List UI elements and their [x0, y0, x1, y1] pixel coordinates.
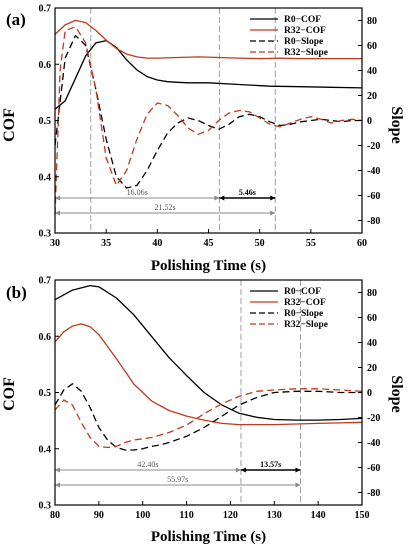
x-tick-label: 140 — [311, 510, 326, 521]
x-tick-label: 100 — [135, 510, 150, 521]
legend-label: R0−Slope — [284, 309, 323, 319]
arrow-head-right — [270, 210, 276, 216]
chart-panel-2: 42.40s 13.57s 55.97s 80 90 100 110 120 130 140 150… — [1, 276, 405, 546]
panel-label: (b) — [6, 283, 27, 302]
y-right-tick-label: 0 — [367, 388, 372, 399]
legend-label: R32−Slope — [284, 320, 328, 330]
x-axis-label: Polishing Time (s) — [151, 529, 266, 545]
series-line — [54, 383, 362, 451]
interval-label: 21.52s — [155, 203, 176, 212]
chart-panel-1: 16.06s 5.46s 21.52s 30 35 40 45 50 55 60 0.3 0.4 0.5… — [1, 4, 405, 275]
y-tick-label: 0.5 — [39, 116, 52, 127]
x-tick-label: 120 — [223, 510, 238, 521]
interval-label: 13.57s — [260, 460, 281, 469]
x-tick-label: 30 — [50, 238, 60, 249]
arrow-head-right — [295, 467, 301, 473]
y-right-tick-label: -40 — [367, 438, 380, 449]
series-line — [54, 34, 362, 189]
y-right-tick-label: -80 — [367, 216, 380, 227]
arrow-head-left — [55, 467, 60, 473]
arrow-head-right — [214, 195, 220, 201]
legend-label: R32−COF — [284, 298, 326, 308]
y-tick-label: 0.4 — [39, 444, 52, 455]
y-right-tick-label: 60 — [367, 313, 377, 324]
arrow-head-left — [55, 195, 60, 201]
y-right-tick-label: 80 — [367, 288, 377, 299]
y-right-tick-label: -80 — [367, 488, 380, 499]
x-tick-label: 110 — [179, 510, 193, 521]
y-right-tick-label: 60 — [367, 41, 377, 52]
series-line — [54, 26, 363, 215]
arrow-head-right — [235, 467, 241, 473]
interval-label: 42.40s — [137, 460, 158, 469]
y-axis-label: COF — [1, 377, 18, 411]
y-right-tick-label: 80 — [367, 16, 377, 27]
x-tick-label: 40 — [152, 238, 162, 249]
y-tick-label: 0.7 — [39, 4, 52, 15]
y-right-tick-label: 0 — [367, 116, 372, 127]
series-line — [54, 19, 362, 60]
x-tick-label: 55 — [306, 238, 316, 249]
y-right-tick-label: 40 — [367, 338, 377, 349]
legend-label: R0−COF — [284, 15, 321, 25]
x-tick-label: 60 — [357, 238, 367, 249]
y-tick-label: 0.3 — [39, 229, 52, 240]
interval-label: 55.97s — [167, 475, 188, 484]
x-tick-label: 130 — [267, 510, 282, 521]
y-right-tick-label: -20 — [367, 413, 380, 424]
arrow-head-left — [55, 210, 60, 216]
legend-label: R0−Slope — [284, 37, 323, 47]
x-tick-label: 90 — [94, 510, 104, 521]
y-right-tick-label: -40 — [367, 166, 380, 177]
y-right-tick-label: -60 — [367, 191, 380, 202]
arrow-head-left — [219, 195, 225, 201]
x-tick-label: 150 — [355, 510, 370, 521]
arrow-head-left — [55, 482, 60, 488]
legend-label: R32−Slope — [284, 48, 328, 58]
x-tick-label: 45 — [204, 238, 214, 249]
arrow-head-right — [270, 195, 276, 201]
y-axis-label: COF — [1, 108, 18, 142]
arrow-head-right — [295, 482, 301, 488]
y-right-tick-label: -20 — [367, 141, 380, 152]
y-right-axis-label: Slope — [388, 375, 405, 412]
x-tick-label: 50 — [255, 238, 265, 249]
y-tick-label: 0.5 — [39, 388, 52, 399]
x-tick-label: 35 — [101, 238, 111, 249]
interval-label: 16.06s — [127, 188, 148, 197]
y-right-tick-label: -60 — [367, 463, 380, 474]
y-right-tick-label: 20 — [367, 363, 377, 374]
series-line — [54, 388, 363, 449]
legend-label: R0−COF — [284, 287, 321, 297]
panel-label: (a) — [6, 10, 26, 29]
y-tick-label: 0.4 — [39, 172, 52, 183]
legend-label: R32−COF — [284, 26, 326, 36]
series-line — [54, 323, 363, 426]
y-tick-label: 0.3 — [39, 501, 52, 512]
y-tick-label: 0.7 — [39, 276, 52, 287]
arrow-head-left — [240, 467, 246, 473]
x-axis-label: Polishing Time (s) — [151, 258, 266, 274]
interval-label: 5.46s — [239, 188, 256, 197]
y-right-axis-label: Slope — [388, 106, 405, 143]
y-tick-label: 0.6 — [39, 60, 52, 71]
x-tick-label: 80 — [50, 510, 60, 521]
y-right-tick-label: 20 — [367, 91, 377, 102]
y-tick-label: 0.6 — [39, 332, 52, 343]
series-line — [54, 284, 363, 421]
y-right-tick-label: 40 — [367, 66, 377, 77]
